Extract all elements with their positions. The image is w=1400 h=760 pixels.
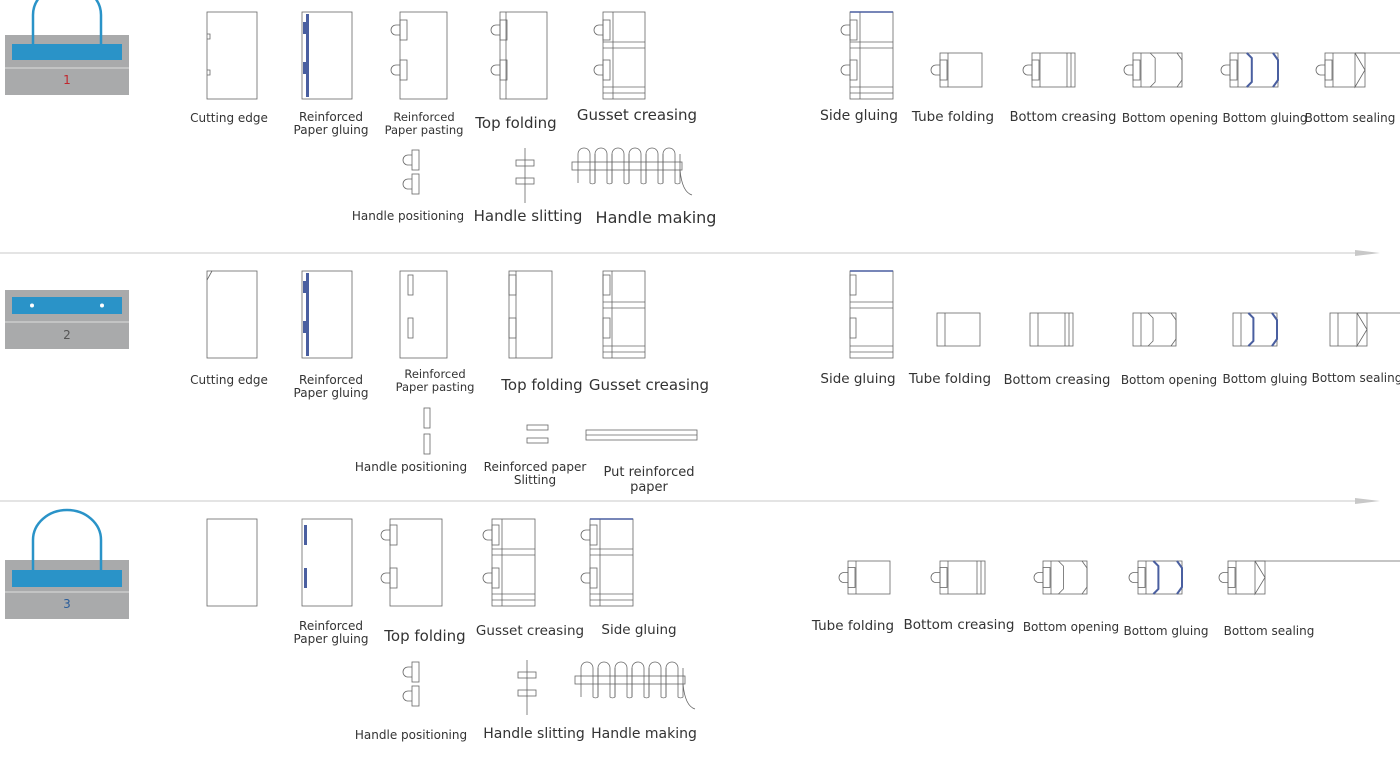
top-folding-icon (380, 518, 443, 607)
bottom-creasing-icon (1029, 312, 1074, 347)
bottom-opening-icon (1123, 52, 1183, 88)
step-label: Bottom opening (1120, 373, 1218, 387)
step-label: Cutting edge (190, 373, 268, 387)
sub-step-label: Handle positioning (354, 460, 468, 474)
step-label: Side gluing (601, 622, 677, 638)
step-label: Bottom gluing (1222, 372, 1308, 386)
bottom-opening-icon (1132, 312, 1177, 347)
handle-positioning-icon (402, 149, 420, 195)
sub-step-label: Handle making (591, 726, 697, 742)
top-folding-icon (490, 11, 548, 100)
row-number: 3 (63, 597, 71, 611)
gusset-creasing-icon (593, 11, 646, 100)
side-gluing-icon (849, 270, 894, 359)
step-label: Top folding (475, 114, 557, 132)
reinforced-paper-slitting-icon (526, 424, 549, 444)
step-label: Tube folding (811, 618, 895, 634)
handle-making-icon (571, 147, 693, 196)
step-label: Bottom creasing (1003, 373, 1111, 388)
gusset-creasing-icon (602, 270, 646, 359)
step-label: Bottom opening (1121, 111, 1219, 125)
step-label: Reinforced Paper gluing (293, 619, 369, 646)
step-label: Top folding (501, 376, 583, 394)
sheet-icon (206, 518, 258, 607)
step-label: Reinforced Paper gluing (293, 373, 369, 400)
step-label: Tube folding (911, 109, 995, 125)
step-label: Bottom gluing (1222, 111, 1308, 125)
cutting-edge-icon (206, 270, 258, 359)
sub-step-label: Handle making (595, 208, 717, 227)
put-reinforced-paper-icon (585, 429, 698, 441)
step-label: Tube folding (908, 371, 992, 387)
reinforced-gluing-icon (301, 270, 353, 359)
gusset-creasing-icon (482, 518, 536, 607)
cutting-edge-icon (206, 11, 258, 100)
bag-thumbnail-3 (5, 508, 129, 619)
bottom-creasing-icon (930, 560, 986, 595)
bottom-gluing-icon (1128, 560, 1183, 595)
bag-thumbnail-2 (5, 290, 129, 349)
sub-step-label: Reinforced paper Slitting (483, 460, 587, 487)
handle-positioning-icon (423, 407, 431, 455)
tube-folding-icon (936, 312, 981, 347)
top-folding-icon (508, 270, 553, 359)
bottom-sealing-icon (1218, 560, 1400, 596)
reinforced-pasting-icon (399, 270, 448, 359)
step-label: Top folding (384, 627, 466, 645)
bag-thumbnail-1 (5, 0, 129, 95)
step-label: Bottom gluing (1123, 624, 1209, 638)
reinforced-gluing-icon (301, 11, 353, 100)
handle-making-icon (574, 661, 696, 710)
step-label: Bottom opening (1022, 620, 1120, 634)
step-label: Bottom creasing (903, 617, 1015, 633)
reinforced-pasting-icon (390, 11, 448, 100)
sub-step-label: Handle positioning (354, 728, 468, 742)
step-label: Side gluing (819, 108, 899, 124)
bottom-gluing-icon (1232, 312, 1278, 347)
bottom-sealing-icon (1315, 52, 1400, 89)
step-label: Bottom sealing (1304, 111, 1396, 125)
step-label: Side gluing (820, 371, 896, 387)
sub-step-label: Handle slitting (483, 726, 585, 742)
side-gluing-icon (580, 518, 634, 607)
handle-positioning-icon (402, 661, 420, 707)
step-label: Bottom creasing (1009, 110, 1117, 125)
step-label: Reinforced Paper pasting (384, 110, 464, 137)
step-label: Reinforced Paper gluing (293, 110, 369, 137)
tube-folding-icon (930, 52, 983, 88)
step-label: Bottom sealing (1223, 624, 1315, 638)
row-number: 2 (63, 328, 71, 342)
sub-step-label: Handle positioning (351, 209, 465, 223)
row-number: 1 (63, 73, 71, 87)
handle-slitting-icon (515, 148, 535, 203)
bottom-gluing-icon (1220, 52, 1279, 88)
bottom-opening-icon (1033, 560, 1088, 595)
sub-step-label: Put reinforced paper (603, 465, 695, 495)
step-label: Gusset creasing (576, 106, 698, 124)
step-label: Gusset creasing (475, 623, 585, 639)
flow-arrow (0, 250, 1380, 256)
step-label: Gusset creasing (588, 376, 710, 394)
reinforced-gluing-icon (301, 518, 353, 607)
bottom-creasing-icon (1022, 52, 1076, 88)
side-gluing-icon (840, 11, 894, 100)
step-label: Cutting edge (190, 111, 268, 125)
handle-slitting-icon (517, 660, 537, 715)
step-label: Bottom sealing (1311, 371, 1400, 385)
flow-arrow (0, 498, 1380, 504)
tube-folding-icon (838, 560, 891, 595)
step-label: Reinforced Paper pasting (395, 367, 475, 394)
bottom-sealing-icon (1329, 312, 1400, 348)
sub-step-label: Handle slitting (473, 207, 583, 225)
